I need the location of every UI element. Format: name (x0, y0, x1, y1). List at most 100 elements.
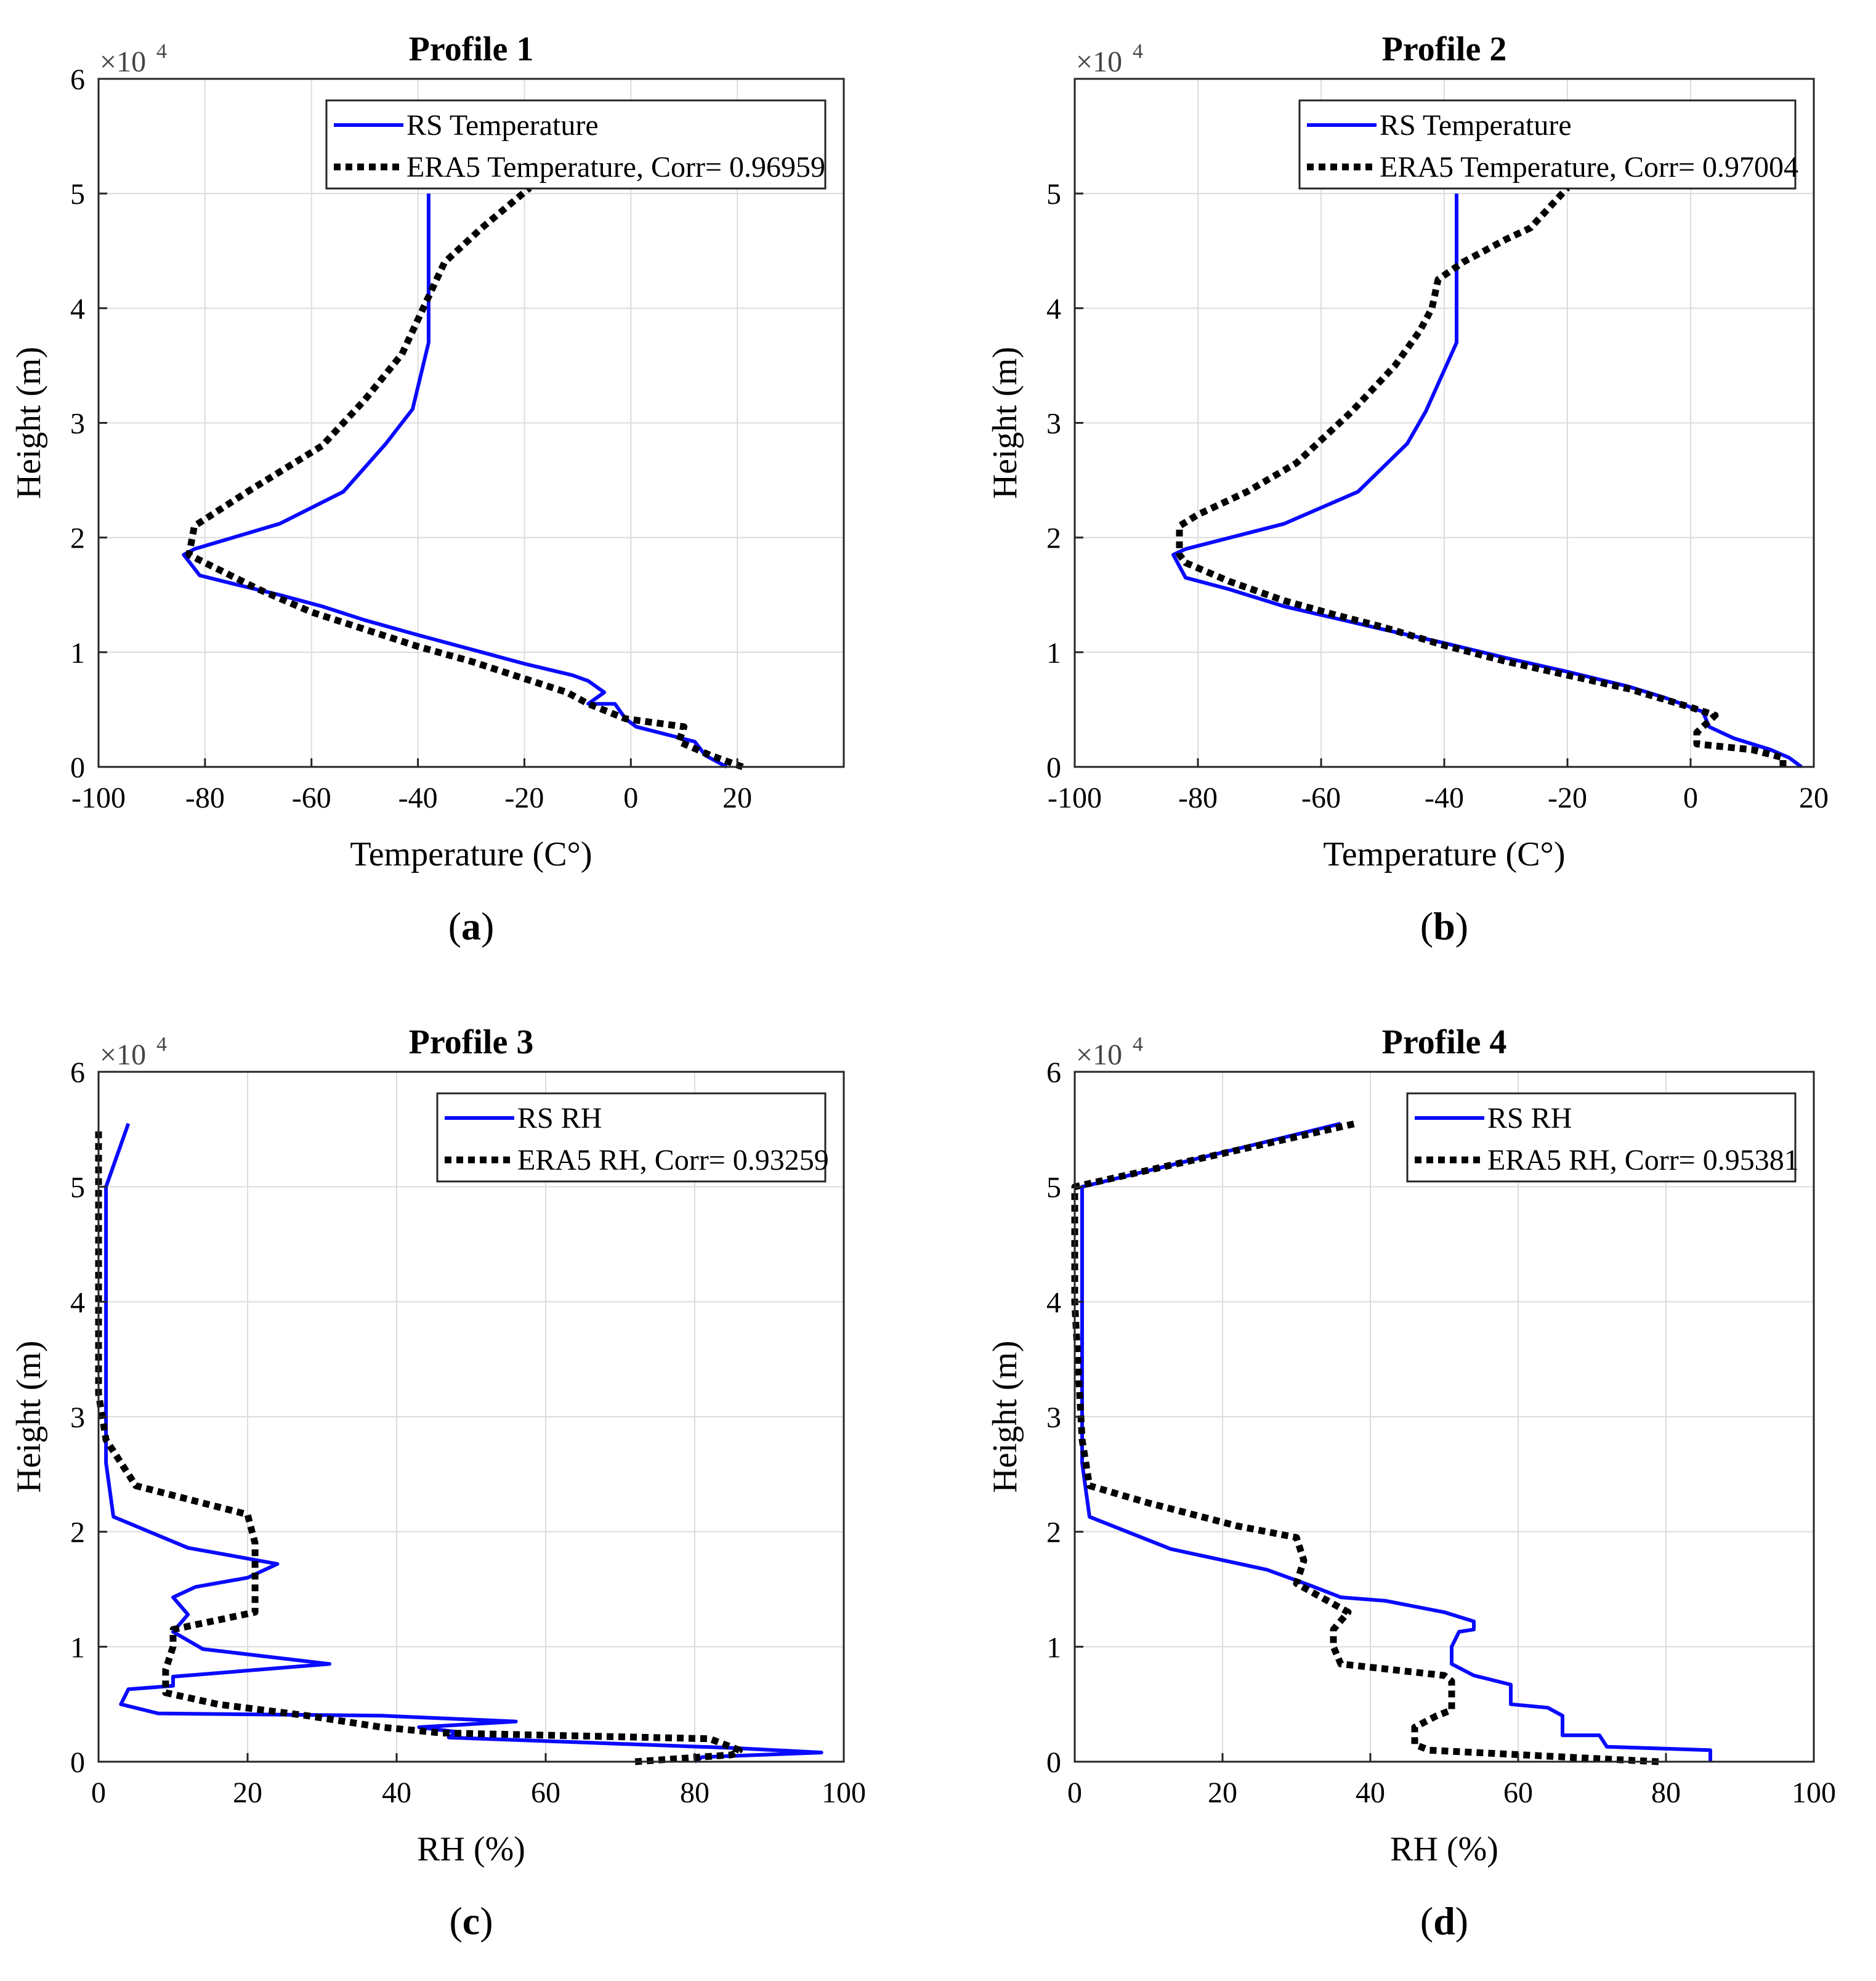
x-tick-label: -100 (71, 782, 126, 814)
y-tick-label: 4 (70, 1286, 85, 1319)
x-tick-label: 0 (91, 1776, 106, 1809)
x-tick-label: 0 (623, 782, 638, 814)
legend: RS Temperature ERA5 Temperature, Corr= 0.… (325, 99, 827, 190)
legend-separator: , (640, 1144, 655, 1177)
x-tick-label: -100 (1048, 782, 1102, 814)
y-tick-label: 3 (1046, 408, 1061, 440)
y-tick-label: 2 (1046, 1517, 1061, 1549)
legend-entry: ERA5 RH, Corr= 0.93259 (517, 1144, 829, 1177)
y-tick-label: 3 (70, 408, 85, 440)
x-tick-label: 80 (680, 1776, 710, 1809)
y-tick-label: 2 (1046, 522, 1061, 555)
legend-separator: , (1610, 1144, 1625, 1177)
legend-box (1298, 99, 1797, 190)
x-tick-label: 60 (1503, 1776, 1533, 1809)
legend-entry: ERA5 Temperature, Corr= 0.96959 (406, 151, 825, 184)
panel-caption: (a) (448, 904, 495, 948)
legend-series-name: RS RH (517, 1102, 602, 1135)
chart-title: Profile 2 (1382, 30, 1507, 68)
y-tick-label: 3 (1046, 1401, 1061, 1434)
x-tick-label: 20 (233, 1776, 262, 1809)
y-tick-label: 1 (70, 1631, 85, 1664)
y-tick-label: 1 (1046, 1631, 1061, 1664)
legend: RS RH ERA5 RH, Corr= 0.95381 (1406, 1092, 1799, 1183)
x-tick-label: 60 (531, 1776, 560, 1809)
legend-series-name: RS RH (1487, 1102, 1572, 1135)
legend-corr: Corr= 0.95381 (1625, 1144, 1799, 1177)
y-multiplier-exponent: 4 (156, 40, 167, 63)
panel-a: -100 -80 -60 -40 -20 0 20 0 1 2 3 4 5 6 ×10 4 Profile 1 T… (10, 30, 845, 948)
y-tick-label: 2 (70, 1517, 85, 1549)
y-axis-label: Height (m) (10, 1340, 48, 1493)
x-tick-label: 40 (382, 1776, 411, 1809)
x-tick-label: -80 (185, 782, 225, 814)
era5-series-line (1176, 185, 1787, 767)
x-tick-label: -20 (504, 782, 544, 814)
y-tick-label: 5 (1046, 1172, 1061, 1204)
legend-series-name: ERA5 RH (1487, 1144, 1610, 1177)
panel-caption: (b) (1420, 904, 1468, 948)
x-axis-label: RH (%) (417, 1830, 525, 1868)
y-tick-label: 1 (70, 637, 85, 670)
legend-series-name: RS Temperature (406, 109, 599, 142)
legend-entry: RS Temperature (406, 109, 599, 142)
y-tick-label: 6 (70, 1056, 85, 1089)
legend-separator: , (1609, 151, 1624, 184)
y-tick-label: 4 (1046, 1286, 1061, 1319)
legend-separator: , (636, 151, 651, 184)
y-tick-label: 4 (70, 293, 85, 325)
legend: RS RH ERA5 RH, Corr= 0.93259 (436, 1092, 829, 1183)
y-tick-label: 6 (70, 63, 85, 96)
x-tick-label: 0 (1067, 1776, 1082, 1809)
y-axis-label: Height (m) (10, 347, 48, 499)
y-tick-label: 5 (70, 1172, 85, 1204)
y-tick-label: 2 (70, 522, 85, 555)
x-tick-label: 0 (1683, 782, 1698, 814)
y-multiplier-exponent: 4 (1133, 1033, 1143, 1056)
legend-entry: RS RH (517, 1102, 602, 1135)
panel-d: 0 20 40 60 80 100 0 1 2 3 4 5 6 ×10 4 Profile 4 RH (%) He… (986, 1023, 1836, 1943)
rs-series-line (1080, 1122, 1712, 1762)
y-tick-label: 0 (70, 1746, 85, 1779)
x-tick-label: 80 (1651, 1776, 1681, 1809)
legend-series-name: ERA5 Temperature (406, 151, 636, 184)
era5-series-line (95, 1129, 743, 1765)
y-tick-label: 5 (70, 178, 85, 211)
caption-letter: b (1433, 904, 1455, 948)
y-multiplier: ×10 (1076, 1039, 1122, 1071)
legend-box (1406, 1092, 1797, 1183)
rs-series-line (104, 1123, 823, 1764)
rs-series-line (182, 193, 728, 769)
legend-series-name: ERA5 RH (517, 1144, 640, 1177)
legend-box (436, 1092, 827, 1183)
panel-caption: (c) (449, 1899, 493, 1943)
x-tick-label: -60 (1301, 782, 1341, 814)
x-tick-label: 20 (1208, 1776, 1237, 1809)
y-tick-label: 3 (70, 1401, 85, 1434)
legend-series-name: RS Temperature (1380, 109, 1572, 142)
chart-title: Profile 1 (409, 30, 534, 68)
chart-title: Profile 4 (1382, 1023, 1507, 1061)
y-tick-label: 0 (1046, 751, 1061, 784)
x-tick-label: -20 (1548, 782, 1587, 814)
legend-corr: Corr= 0.93259 (655, 1144, 829, 1177)
legend-corr: Corr= 0.96959 (651, 151, 825, 184)
legend-entry: RS Temperature (1380, 109, 1572, 142)
legend-entry: ERA5 Temperature, Corr= 0.97004 (1380, 151, 1798, 184)
legend-series-name: ERA5 Temperature (1380, 151, 1609, 184)
y-multiplier: ×10 (100, 1039, 146, 1071)
chart-title: Profile 3 (409, 1023, 534, 1061)
y-multiplier: ×10 (100, 46, 146, 78)
x-tick-label: -80 (1178, 782, 1218, 814)
y-multiplier-exponent: 4 (1133, 40, 1143, 63)
legend-corr: Corr= 0.97004 (1624, 151, 1798, 184)
y-tick-label: 6 (1046, 1056, 1061, 1089)
caption-letter: a (461, 904, 481, 948)
y-axis-label: Height (m) (986, 347, 1024, 499)
x-axis-label: Temperature (C°) (1323, 835, 1565, 873)
legend-entry: ERA5 RH, Corr= 0.95381 (1487, 1144, 1799, 1177)
y-multiplier-exponent: 4 (156, 1033, 167, 1056)
x-tick-label: -60 (292, 782, 331, 814)
panel-c: 0 20 40 60 80 100 0 1 2 3 4 5 6 ×10 4 Profile 3 RH (%) He… (10, 1023, 866, 1943)
panel-caption: (d) (1420, 1899, 1468, 1943)
